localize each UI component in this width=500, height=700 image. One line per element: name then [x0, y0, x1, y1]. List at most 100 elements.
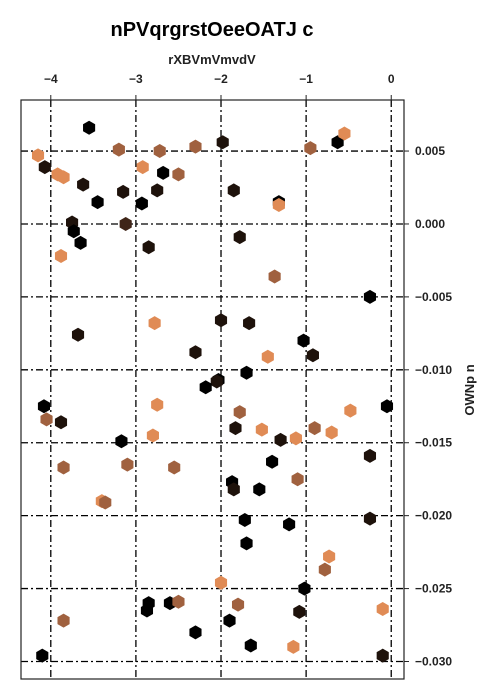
- data-point: [323, 549, 336, 564]
- data-point: [67, 224, 80, 239]
- data-point: [331, 135, 344, 150]
- data-point: [338, 126, 351, 141]
- data-point: [227, 183, 240, 198]
- data-point: [293, 604, 306, 619]
- data-point: [243, 316, 256, 331]
- data-point: [172, 594, 185, 609]
- data-point: [83, 120, 96, 135]
- data-point: [40, 412, 53, 427]
- data-point: [214, 575, 228, 590]
- data-point: [157, 165, 170, 180]
- data-point: [227, 482, 240, 497]
- data-point: [289, 431, 302, 446]
- x-tick-label: −4: [44, 72, 58, 86]
- data-point: [168, 460, 181, 475]
- data-point: [121, 457, 134, 472]
- data-point: [189, 345, 202, 360]
- axis-ticks: −4 −3 −2 −1 0 0.005 0.000 −0.005 −0.010 −0.015 −0.…: [44, 72, 452, 668]
- data-point: [363, 511, 377, 526]
- data-point: [146, 428, 159, 443]
- data-point: [57, 613, 70, 628]
- data-points: [31, 120, 394, 663]
- data-point: [36, 648, 49, 663]
- x-tick-label: −2: [214, 72, 228, 86]
- data-point: [140, 603, 154, 618]
- data-point: [261, 349, 274, 364]
- data-point: [233, 405, 246, 420]
- data-point: [223, 613, 236, 628]
- y-axis-label: OWNp n: [462, 364, 477, 415]
- data-point: [380, 399, 394, 414]
- data-point: [244, 638, 257, 653]
- data-point: [210, 374, 223, 389]
- data-point: [189, 139, 202, 154]
- data-point: [233, 230, 246, 245]
- y-tick-label: 0.005: [415, 144, 445, 158]
- data-point: [199, 380, 212, 395]
- data-point: [291, 472, 304, 487]
- y-tick-label: 0.000: [415, 217, 445, 231]
- data-point: [272, 198, 285, 213]
- y-tick-label: −0.015: [415, 436, 452, 450]
- data-point: [297, 333, 310, 348]
- data-point: [119, 216, 132, 231]
- data-point: [112, 142, 125, 157]
- data-point: [298, 581, 311, 596]
- data-point: [376, 648, 389, 663]
- data-point: [238, 513, 251, 528]
- data-point: [344, 403, 357, 418]
- y-tick-label: −0.005: [415, 290, 452, 304]
- data-point: [189, 625, 202, 640]
- data-point: [308, 421, 321, 436]
- data-point: [172, 167, 185, 182]
- data-point: [363, 448, 377, 463]
- data-point: [148, 316, 161, 331]
- x-tick-label: −3: [129, 72, 143, 86]
- data-point: [240, 365, 253, 380]
- data-point: [283, 517, 296, 532]
- x-tick-label: −1: [299, 72, 313, 86]
- data-point: [231, 597, 245, 612]
- data-point: [151, 183, 164, 198]
- data-point: [229, 421, 242, 436]
- data-point: [304, 141, 317, 156]
- data-point: [325, 425, 338, 440]
- grid-lines: [21, 100, 404, 679]
- y-tick-label: −0.030: [415, 654, 452, 668]
- data-point: [216, 135, 229, 150]
- y-tick-label: −0.010: [415, 363, 452, 377]
- data-point: [376, 601, 389, 616]
- data-point: [135, 196, 148, 211]
- data-point: [117, 184, 130, 199]
- data-point: [99, 495, 112, 510]
- data-point: [57, 170, 70, 185]
- data-point: [115, 434, 128, 449]
- data-point: [214, 313, 228, 328]
- data-point: [136, 160, 149, 175]
- data-point: [318, 562, 331, 577]
- y-tick-label: −0.020: [415, 509, 452, 523]
- data-point: [142, 240, 155, 255]
- x-axis-label: rXBVmVmvdV: [168, 52, 256, 67]
- data-point: [74, 235, 87, 250]
- data-point: [268, 269, 281, 284]
- data-point: [363, 289, 377, 304]
- data-point: [31, 148, 45, 163]
- x-tick-label: 0: [388, 72, 395, 86]
- data-point: [253, 482, 266, 497]
- data-point: [266, 454, 279, 469]
- chart-title: nPVqrgrstOeeOATJ c: [110, 19, 313, 41]
- data-point: [54, 415, 68, 430]
- data-point: [240, 536, 253, 551]
- data-point: [153, 144, 166, 159]
- data-point: [287, 639, 300, 654]
- data-point: [91, 195, 104, 210]
- data-point: [274, 432, 287, 447]
- data-point: [151, 397, 164, 412]
- plot-frame: [20, 99, 405, 680]
- data-point: [38, 160, 51, 175]
- data-point: [255, 422, 268, 437]
- data-point: [57, 460, 70, 475]
